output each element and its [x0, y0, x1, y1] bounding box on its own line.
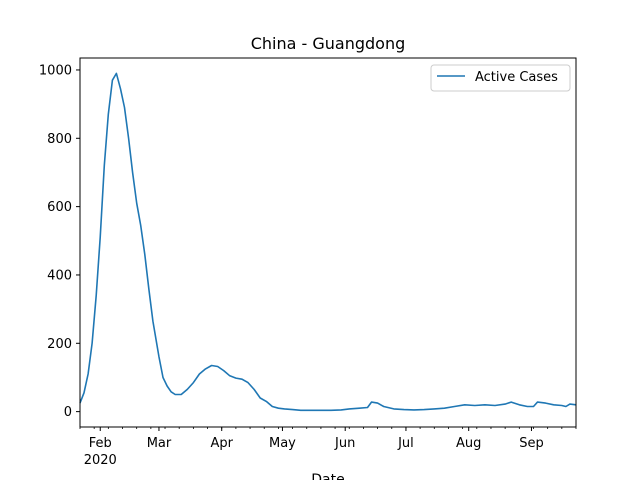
- x-tick-sublabel: 2020: [84, 453, 117, 468]
- y-axis: 0 200 400 600 800 1000: [39, 63, 80, 420]
- y-tick-label: 800: [47, 132, 72, 147]
- axes-frame: [79, 57, 577, 428]
- y-tick-label: 600: [47, 200, 72, 215]
- y-tick-label: 1000: [39, 63, 72, 78]
- x-tick-label: Mar: [147, 436, 172, 451]
- x-tick-label: Jun: [334, 436, 355, 451]
- legend: Active Cases: [430, 64, 571, 92]
- x-axis-label: Date: [311, 472, 344, 480]
- x-tick-label: Aug: [456, 436, 481, 451]
- y-tick-label: 200: [47, 337, 72, 352]
- x-tick-label: Apr: [210, 436, 233, 451]
- y-tick-label: 400: [47, 268, 72, 283]
- legend-label: Active Cases: [475, 70, 558, 85]
- y-tick-label: 0: [64, 405, 72, 420]
- series-line-active-cases: [79, 72, 577, 412]
- x-tick-label: May: [269, 436, 296, 451]
- x-tick-label: Sep: [519, 436, 544, 451]
- chart-title: China - Guangdong: [251, 34, 406, 53]
- x-tick-label: Feb: [89, 436, 112, 451]
- legend-box: [430, 64, 571, 92]
- x-axis: Feb 2020 Mar Apr May Jun Jul Aug Sep: [79, 427, 577, 468]
- series-layer: [79, 72, 577, 412]
- x-tick-label: Jul: [397, 436, 414, 451]
